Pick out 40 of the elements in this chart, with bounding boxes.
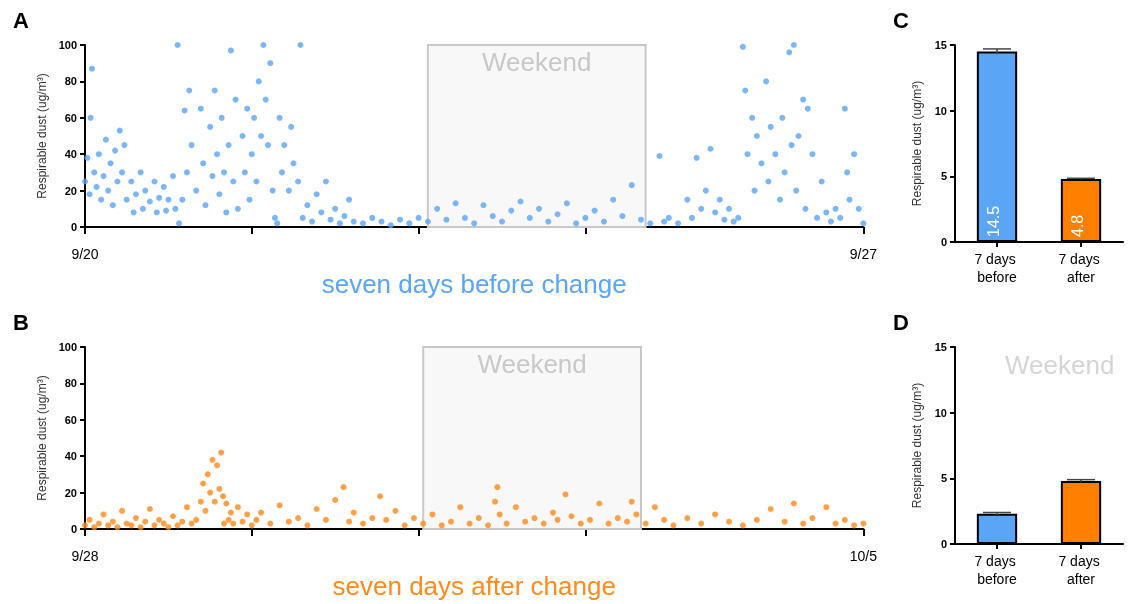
chart-title: A	[13, 7, 29, 33]
y-tick-label: 5	[940, 170, 947, 183]
y-tick-label: 80	[64, 377, 77, 390]
y-axis-title: Respirable dust (ug/m³)	[910, 80, 924, 207]
y-tick-label: 0	[70, 221, 77, 233]
x-axis-title: seven days before change	[321, 269, 627, 299]
y-axis-title: Respirable dust (ug/m³)	[34, 73, 49, 199]
x-tick-label: 10/5	[849, 548, 878, 564]
x-axis-title: seven days after change	[332, 571, 616, 601]
y-tick-label: 40	[64, 450, 77, 463]
data-label: 14.5	[984, 205, 1002, 237]
y-tick-label: 5	[940, 472, 947, 485]
y-tick-label: 0	[70, 523, 77, 535]
chart-title: B	[13, 309, 29, 335]
y-tick-label: 60	[64, 413, 77, 426]
chart-title: C	[893, 7, 909, 33]
y-tick-label: 15	[934, 341, 947, 353]
y-tick-label: 0	[940, 236, 947, 248]
y-tick-label: 100	[58, 39, 77, 51]
y-axis-title: Respirable dust (ug/m³)	[34, 375, 49, 501]
y-tick-label: 80	[64, 75, 77, 88]
x-tick-label: 7 days before	[974, 553, 1020, 587]
x-tick-label: 9/27	[849, 246, 878, 262]
data-label: 4.8	[1068, 214, 1086, 237]
y-tick-label: 0	[940, 538, 947, 550]
y-tick-label: 10	[934, 406, 947, 419]
y-tick-label: 10	[934, 104, 947, 117]
y-tick-label: 15	[934, 39, 947, 51]
y-tick-label: 40	[64, 148, 77, 161]
y-tick-label: 20	[64, 184, 77, 197]
x-tick-label: 7 days after	[1058, 553, 1104, 587]
x-tick-label: 7 days after	[1058, 251, 1104, 285]
x-tick-label: 9/28	[71, 548, 99, 564]
chart-title: D	[893, 309, 909, 335]
y-tick-label: 100	[58, 341, 77, 353]
y-tick-label: 20	[64, 486, 77, 499]
y-tick-label: 60	[64, 111, 77, 124]
y-axis-title: Respirable dust (ug/m³)	[910, 382, 924, 509]
x-tick-label: 9/20	[71, 246, 99, 262]
x-tick-label: 7 days before	[974, 251, 1020, 285]
